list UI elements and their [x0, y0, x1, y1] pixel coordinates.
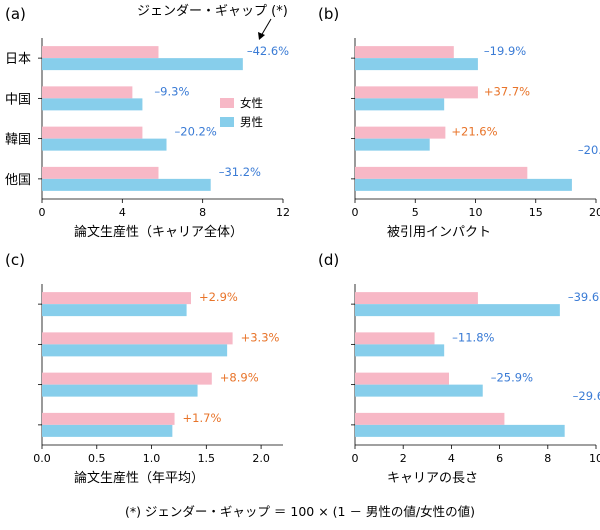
gap-label: –9.3% — [154, 84, 189, 98]
gap-label: –31.2% — [219, 165, 261, 179]
female-bar — [42, 292, 191, 305]
x-tick-label: 8 — [544, 452, 551, 465]
gap-label: +3.3% — [241, 330, 280, 344]
gap-label: –11.8% — [452, 330, 494, 344]
annotation-text: ジェンダー・ギャップ (*) — [137, 4, 288, 19]
x-tick-label: 0.0 — [33, 452, 51, 465]
gap-label: –25.9% — [491, 371, 533, 385]
x-axis-label: 被引用インパクト — [387, 225, 491, 240]
x-tick-label: 8 — [199, 206, 206, 219]
x-tick-label: 10 — [469, 206, 483, 219]
legend-label-female: 女性 — [240, 96, 263, 110]
legend-swatch-female — [220, 98, 234, 108]
female-bar — [355, 332, 435, 345]
gap-label: +37.7% — [484, 84, 530, 98]
x-tick-label: 10 — [589, 452, 600, 465]
female-bar — [42, 126, 143, 139]
female-bar — [42, 86, 133, 99]
male-bar — [42, 58, 243, 71]
male-bar — [42, 384, 198, 397]
x-tick-label: 4 — [448, 452, 455, 465]
category-label: 中国 — [5, 92, 31, 107]
x-tick-label: 2 — [400, 452, 407, 465]
male-bar — [355, 178, 572, 191]
x-tick-label: 5 — [412, 206, 419, 219]
gap-label: +21.6% — [451, 125, 497, 139]
female-bar — [42, 412, 175, 425]
x-tick-label: 15 — [529, 206, 543, 219]
annotation-arrow-line — [260, 18, 272, 37]
x-tick-label: 0 — [352, 452, 359, 465]
x-tick-label: 0 — [352, 206, 359, 219]
gap-label: –20.7% — [578, 143, 600, 157]
male-bar — [355, 344, 445, 357]
female-bar — [355, 292, 478, 305]
x-tick-label: 0.5 — [88, 452, 106, 465]
panel-label: (c) — [5, 251, 25, 269]
legend-label-male: 男性 — [240, 115, 263, 129]
category-label: 日本 — [5, 52, 31, 67]
male-bar — [42, 344, 228, 357]
female-bar — [355, 372, 449, 385]
female-bar — [355, 46, 454, 59]
x-axis-label: 論文生産性（キャリア全体） — [74, 224, 243, 240]
footnote-text: (*) ジェンダー・ギャップ ＝ 100 × (1 － 男性の値/女性の値) — [125, 504, 475, 519]
gap-label: –29.6% — [573, 389, 600, 403]
x-tick-label: 0 — [39, 206, 46, 219]
panel-label: (b) — [318, 5, 339, 23]
gap-label: –20.2% — [175, 125, 217, 139]
x-tick-label: 1.0 — [143, 452, 161, 465]
x-tick-label: 1.5 — [198, 452, 216, 465]
male-bar — [355, 138, 430, 151]
x-tick-label: 2.0 — [252, 452, 270, 465]
legend-swatch-male — [220, 117, 234, 127]
x-tick-label: 4 — [119, 206, 126, 219]
female-bar — [355, 86, 478, 99]
panel-label: (d) — [318, 251, 339, 269]
male-bar — [42, 304, 187, 317]
male-bar — [355, 58, 478, 71]
x-tick-label: 12 — [276, 206, 290, 219]
male-bar — [42, 98, 143, 111]
gap-label: +2.9% — [199, 290, 238, 304]
category-label: 韓国 — [5, 133, 31, 148]
x-axis-label: 論文生産性（年平均） — [74, 470, 204, 486]
gap-label: –19.9% — [484, 44, 526, 58]
male-bar — [355, 384, 483, 397]
gap-label: +1.7% — [183, 411, 222, 425]
x-tick-label: 20 — [589, 206, 600, 219]
gap-label: –39.6% — [568, 290, 600, 304]
female-bar — [42, 372, 212, 385]
male-bar — [42, 178, 211, 191]
male-bar — [42, 138, 167, 151]
panel-label: (a) — [5, 5, 26, 23]
male-bar — [355, 304, 560, 317]
gap-label: –42.6% — [247, 44, 289, 58]
female-bar — [42, 46, 159, 59]
female-bar — [355, 126, 446, 139]
gap-label: +8.9% — [220, 371, 259, 385]
female-bar — [42, 332, 233, 345]
x-tick-label: 6 — [496, 452, 503, 465]
female-bar — [355, 412, 505, 425]
category-label: 他国 — [5, 173, 31, 188]
male-bar — [42, 424, 173, 437]
male-bar — [355, 98, 445, 111]
male-bar — [355, 424, 565, 437]
annotation-arrow-head — [258, 32, 265, 40]
female-bar — [42, 166, 159, 179]
x-axis-label: キャリアの長さ — [387, 471, 478, 486]
female-bar — [355, 166, 528, 179]
